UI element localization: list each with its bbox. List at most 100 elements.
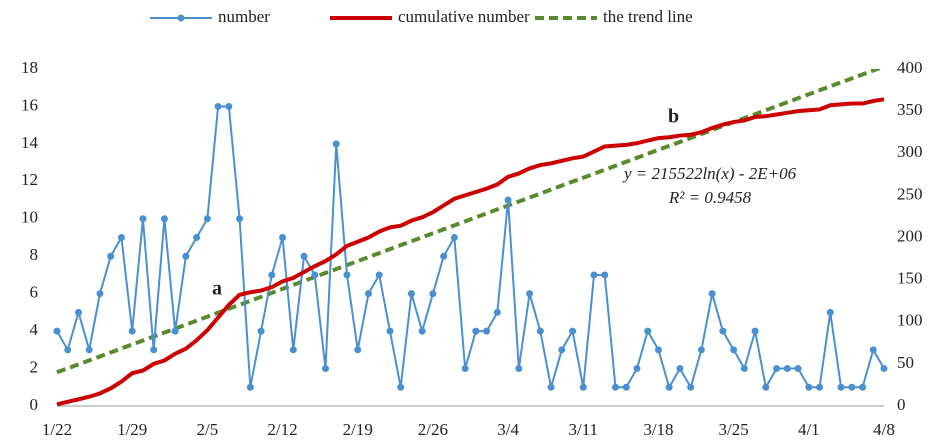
plot-area [53, 69, 888, 407]
y2-tick-label: 150 [897, 269, 923, 288]
x-tick-label: 4/1 [798, 420, 820, 439]
x-tick-label: 3/18 [643, 420, 673, 439]
point [96, 290, 104, 298]
point [64, 346, 72, 354]
y2-tick-label: 250 [897, 184, 923, 203]
x-tick-label: 1/29 [117, 420, 147, 439]
legend-label: number [218, 7, 270, 26]
point [526, 290, 534, 298]
y-tick-label: 6 [30, 283, 39, 302]
point [332, 140, 340, 148]
annotation: a [212, 278, 222, 300]
point [343, 271, 351, 279]
x-tick-label: 3/4 [497, 420, 519, 439]
point [311, 271, 319, 279]
point [193, 234, 201, 241]
point [354, 346, 362, 354]
x-tick-label: 4/8 [873, 420, 895, 439]
point [826, 308, 834, 316]
point [816, 383, 824, 391]
y2-tick-label: 100 [897, 311, 923, 330]
y-tick-label: 2 [30, 357, 39, 376]
point [429, 290, 437, 298]
point [461, 365, 469, 373]
point [128, 327, 136, 335]
point [805, 383, 813, 391]
point [536, 327, 544, 335]
series-line [56, 97, 885, 407]
point [697, 346, 705, 354]
point [762, 383, 770, 391]
point [74, 308, 82, 316]
point [418, 327, 426, 335]
point [859, 383, 867, 391]
point [53, 327, 61, 335]
legend-label: the trend line [603, 7, 693, 26]
point [214, 102, 222, 110]
point [257, 327, 265, 335]
point [375, 271, 383, 279]
point [611, 383, 619, 391]
series-line [56, 105, 885, 391]
y2-tick-label: 50 [897, 353, 914, 372]
point [225, 102, 233, 110]
point [160, 215, 168, 223]
point [472, 327, 480, 335]
point [203, 215, 211, 223]
point [493, 308, 501, 316]
point [794, 365, 802, 373]
point [246, 383, 254, 391]
y-tick-label: 16 [21, 95, 38, 114]
point [579, 383, 587, 391]
point [601, 271, 609, 279]
point [150, 346, 158, 354]
point [751, 327, 759, 335]
point [740, 365, 748, 373]
annotation: R² = 0.9458 [668, 188, 752, 207]
x-tick-label: 2/12 [267, 420, 297, 439]
point [300, 252, 308, 260]
point [869, 346, 877, 354]
legend-marker [177, 14, 185, 22]
y2-tick-label: 400 [897, 58, 923, 77]
point [654, 346, 662, 354]
point [397, 383, 405, 391]
point [483, 327, 491, 335]
y-tick-label: 4 [30, 320, 39, 339]
x-tick-label: 3/25 [719, 420, 749, 439]
point [364, 290, 372, 298]
trend-line [56, 69, 883, 375]
point [719, 327, 727, 335]
y2-tick-label: 300 [897, 142, 923, 161]
point [236, 215, 244, 223]
point [107, 252, 115, 260]
point [268, 271, 276, 279]
point [322, 365, 330, 373]
annotation: b [668, 106, 679, 128]
point [687, 383, 695, 391]
point [407, 290, 415, 298]
point [633, 365, 641, 373]
point [676, 365, 684, 373]
y2-tick-label: 200 [897, 226, 923, 245]
point [171, 327, 179, 335]
point [386, 327, 394, 335]
point [730, 346, 738, 354]
point [569, 327, 577, 335]
point [440, 252, 448, 260]
point [139, 215, 147, 223]
point [547, 383, 555, 391]
point [117, 234, 125, 241]
legend-label: cumulative number [398, 7, 530, 26]
y-tick-label: 8 [30, 245, 39, 264]
point [504, 196, 512, 204]
point [279, 234, 287, 241]
y2-tick-label: 350 [897, 100, 923, 119]
point [289, 346, 297, 354]
y2-tick-label: 0 [897, 395, 906, 414]
point [450, 234, 458, 241]
point [182, 252, 190, 260]
point [773, 365, 781, 373]
point [515, 365, 523, 373]
